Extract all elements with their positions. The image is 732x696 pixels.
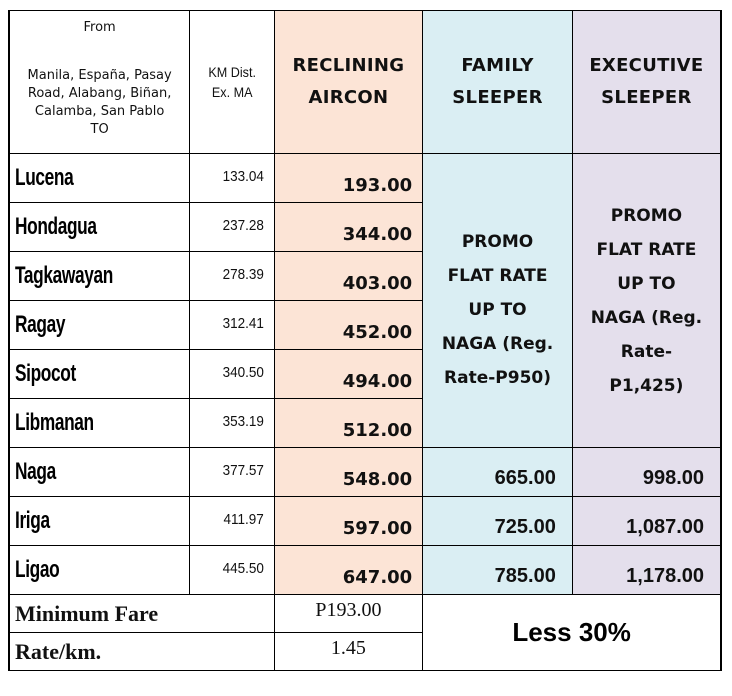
reclining-fare-cell: 512.00 bbox=[273, 398, 424, 448]
executive-promo-cell: PROMO FLAT RATE UP TO NAGA (Reg. Rate- P… bbox=[571, 153, 722, 448]
rate-per-km-value: 1.45 bbox=[273, 632, 424, 671]
minimum-fare-label: Minimum Fare bbox=[7, 594, 275, 633]
destination-cell: Iriga bbox=[8, 496, 191, 546]
reclining-fare-cell: 193.00 bbox=[273, 153, 424, 203]
reclining-fare-cell: 548.00 bbox=[273, 447, 424, 497]
table-row: Ragay 312.41 452.00 bbox=[8, 300, 721, 350]
destination-cell: Sipocot bbox=[8, 349, 191, 399]
destination-cell: Ligao bbox=[8, 545, 191, 595]
destination-cell: Lucena bbox=[8, 153, 191, 203]
discount-note: Less 30% bbox=[422, 594, 723, 671]
reclining-fare-cell: 344.00 bbox=[273, 202, 424, 252]
minimum-fare-row: Minimum Fare P193.00 Less 30% bbox=[7, 594, 723, 671]
promo-line: Rate-P950) bbox=[444, 367, 552, 388]
table-row: Ligao 445.50 647.00 785.00 1,178.00 bbox=[8, 545, 722, 595]
executive-fare-cell: 998.00 bbox=[571, 447, 722, 497]
family-fare-cell: 725.00 bbox=[422, 496, 573, 546]
reclining-fare-cell: 494.00 bbox=[273, 349, 424, 399]
reclining-fare-cell: 647.00 bbox=[273, 545, 424, 595]
to-label: TO bbox=[90, 122, 109, 137]
family-fare-cell: 785.00 bbox=[422, 545, 573, 595]
rate-per-km-row: Rate/km. 1.45 bbox=[7, 632, 721, 671]
destination-cell: Hondagua bbox=[8, 202, 191, 252]
table-row: Tagkawayan 278.39 403.00 bbox=[8, 251, 721, 301]
family-sleeper-header: FAMILY SLEEPER bbox=[422, 10, 573, 154]
executive-sleeper-header: EXECUTIVE SLEEPER bbox=[571, 10, 722, 154]
class-header-line1: RECLINING bbox=[292, 55, 405, 76]
table-row: Naga 377.57 548.00 665.00 998.00 bbox=[8, 447, 722, 497]
table-row: Lucena 133.04 193.00 PROMO FLAT RATE UP … bbox=[8, 153, 722, 448]
class-header-line2: SLEEPER bbox=[452, 87, 543, 108]
promo-line: FLAT RATE bbox=[596, 239, 697, 260]
table-row: Iriga 411.97 597.00 725.00 1,087.00 bbox=[8, 496, 722, 546]
family-promo-cell: PROMO FLAT RATE UP TO NAGA (Reg. Rate-P9… bbox=[422, 153, 573, 448]
promo-line: UP TO bbox=[617, 273, 676, 294]
km-cell: 353.19 bbox=[189, 398, 275, 448]
promo-line: PROMO bbox=[461, 231, 534, 252]
promo-line: FLAT RATE bbox=[447, 265, 548, 286]
reclining-fare-cell: 452.00 bbox=[273, 300, 424, 350]
class-header-line1: EXECUTIVE bbox=[589, 55, 704, 76]
fare-matrix-table: From Manila, España, Pasay Road, Alabang… bbox=[7, 10, 723, 671]
km-distance-header: KM Dist. Ex. MA bbox=[193, 10, 271, 154]
km-cell: 278.39 bbox=[189, 251, 275, 301]
destination-cell: Ragay bbox=[8, 300, 191, 350]
destination-cell: Naga bbox=[8, 447, 191, 497]
km-cell: 377.57 bbox=[189, 447, 275, 497]
km-cell: 411.97 bbox=[189, 496, 275, 546]
reclining-fare-cell: 597.00 bbox=[273, 496, 424, 546]
header-row: From Manila, España, Pasay Road, Alabang… bbox=[8, 10, 722, 154]
origin-header: From Manila, España, Pasay Road, Alabang… bbox=[8, 10, 191, 154]
km-cell: 340.50 bbox=[189, 349, 275, 399]
km-cell: 312.41 bbox=[189, 300, 275, 350]
km-cell: 445.50 bbox=[189, 545, 275, 595]
km-cell: 133.04 bbox=[189, 153, 275, 203]
promo-line: UP TO bbox=[468, 299, 527, 320]
family-fare-cell: 665.00 bbox=[422, 447, 573, 497]
class-header-line2: AIRCON bbox=[308, 87, 389, 108]
minimum-fare-value: P193.00 bbox=[273, 594, 424, 633]
executive-fare-cell: 1,087.00 bbox=[571, 496, 722, 546]
km-header-line2: Ex. MA bbox=[211, 84, 253, 100]
promo-line: NAGA (Reg. bbox=[590, 307, 703, 328]
promo-line: P1,425) bbox=[609, 375, 684, 396]
destination-cell: Tagkawayan bbox=[8, 251, 191, 301]
table-row: Libmanan 353.19 512.00 bbox=[8, 398, 721, 448]
km-header-line1: KM Dist. bbox=[208, 64, 256, 80]
reclining-aircon-header: RECLINING AIRCON bbox=[273, 10, 424, 154]
executive-fare-cell: 1,178.00 bbox=[571, 545, 722, 595]
reclining-fare-cell: 403.00 bbox=[273, 251, 424, 301]
class-header-line2: SLEEPER bbox=[601, 87, 692, 108]
km-cell: 237.28 bbox=[189, 202, 275, 252]
promo-line: Rate- bbox=[620, 341, 673, 362]
rate-per-km-label: Rate/km. bbox=[7, 632, 275, 671]
destination-cell: Libmanan bbox=[8, 398, 191, 448]
promo-line: NAGA (Reg. bbox=[441, 333, 554, 354]
class-header-line1: FAMILY bbox=[461, 55, 534, 76]
table-row: Hondagua 237.28 344.00 bbox=[8, 202, 721, 252]
from-label: From bbox=[83, 20, 116, 35]
origins-list: Manila, España, Pasay Road, Alabang, Biñ… bbox=[27, 68, 172, 119]
promo-line: PROMO bbox=[610, 205, 683, 226]
